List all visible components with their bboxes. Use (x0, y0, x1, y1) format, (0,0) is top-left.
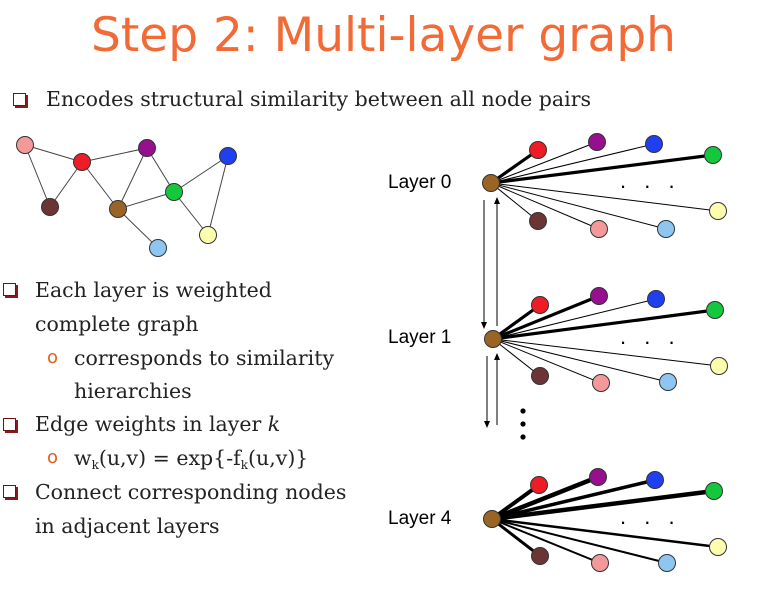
layer-1-edges (492, 294, 720, 384)
example-node-lightblue (149, 239, 167, 257)
layer-4-node-green (705, 482, 723, 500)
layer-1-node-maroon (531, 367, 549, 385)
layer-1-node-red (531, 296, 549, 314)
layer-4-node-yellow (709, 538, 727, 556)
formula-sub-k2: k (240, 458, 249, 472)
layer-1-ellipsis: . . . (620, 324, 681, 349)
layer-4-node-pink (591, 554, 609, 572)
layer-0-node-maroon (529, 212, 547, 230)
layer-variable: k (267, 412, 281, 436)
layer-1-node-blue (647, 290, 665, 308)
layer-4-node-maroon (531, 547, 549, 565)
vertical-ellipsis (520, 408, 526, 440)
sub-bullet-circle-icon: o (47, 447, 59, 468)
bullet-edge-weights: Edge weights in layer k (35, 409, 280, 439)
layer-0-node-pink (590, 220, 608, 238)
layer-4-ellipsis: . . . (620, 504, 681, 529)
layer-0-node-blue (645, 135, 663, 153)
example-node-maroon (41, 198, 59, 216)
sub-bullet-circle-icon: o (47, 347, 59, 368)
layer-0-edges (490, 141, 719, 230)
formula-end: (u,v)} (248, 446, 309, 470)
bullet-square-icon (3, 485, 16, 498)
example-graph (24, 144, 229, 249)
formula-sub-k: k (91, 458, 99, 472)
example-node-pink (16, 136, 34, 154)
sub-bullet-hierarchy-line1: corresponds to similarity (74, 346, 335, 370)
layer-0-node-red (529, 141, 547, 159)
example-node-purple (138, 139, 156, 157)
bullet-connect-line2: in adjacent layers (35, 514, 220, 538)
bullet-structural-similarity: Encodes structural similarity between al… (46, 87, 592, 111)
layer-0-ellipsis: . . . (620, 168, 681, 193)
bullet-square-icon (3, 283, 16, 296)
formula-mid: (u,v) = exp{-f (98, 446, 241, 470)
layer-4-label: Layer 4 (388, 508, 452, 529)
layer-1-node-yellow (710, 357, 728, 375)
sub-bullet-hierarchy-line2: hierarchies (74, 379, 192, 403)
layer-1-node-brown (484, 330, 502, 348)
example-node-blue (219, 147, 237, 165)
layer-1-node-pink (592, 374, 610, 392)
edge-weight-formula: wk(u,v) = exp{-fk(u,v)} (74, 443, 308, 480)
layer-1-node-green (706, 301, 724, 319)
layer-4-node-lightblue (658, 554, 676, 572)
layer-0-node-green (704, 146, 722, 164)
inter-layer-arrows (481, 197, 500, 428)
example-node-yellow (199, 226, 217, 244)
layer-4-node-purple (589, 468, 607, 486)
edge-weights-text: Edge weights in layer (35, 412, 268, 436)
layer-0-node-yellow (709, 202, 727, 220)
layer-4-node-brown (483, 510, 501, 528)
layer-1-node-purple (590, 287, 608, 305)
bullet-weighted-line2: complete graph (35, 312, 199, 336)
example-node-green (165, 183, 183, 201)
layer-1-node-lightblue (659, 373, 677, 391)
layer-0-node-lightblue (657, 220, 675, 238)
layer-0-node-brown (482, 174, 500, 192)
formula-w: w (74, 446, 92, 470)
layer-0-label: Layer 0 (388, 172, 452, 193)
layer-1-label: Layer 1 (388, 327, 452, 348)
example-node-brown (109, 200, 127, 218)
slide-title: Step 2: Multi-layer graph (91, 8, 676, 63)
layer-4-node-blue (646, 471, 664, 489)
layer-4-edges (490, 474, 719, 564)
bullet-square-icon (3, 418, 16, 431)
bullet-connect-line1: Connect corresponding nodes (35, 480, 347, 504)
example-node-red (73, 153, 91, 171)
layer-4-node-red (530, 476, 548, 494)
bullet-weighted-line1: Each layer is weighted (35, 278, 272, 302)
layer-0-node-purple (588, 133, 606, 151)
bullet-square-icon (13, 93, 26, 106)
